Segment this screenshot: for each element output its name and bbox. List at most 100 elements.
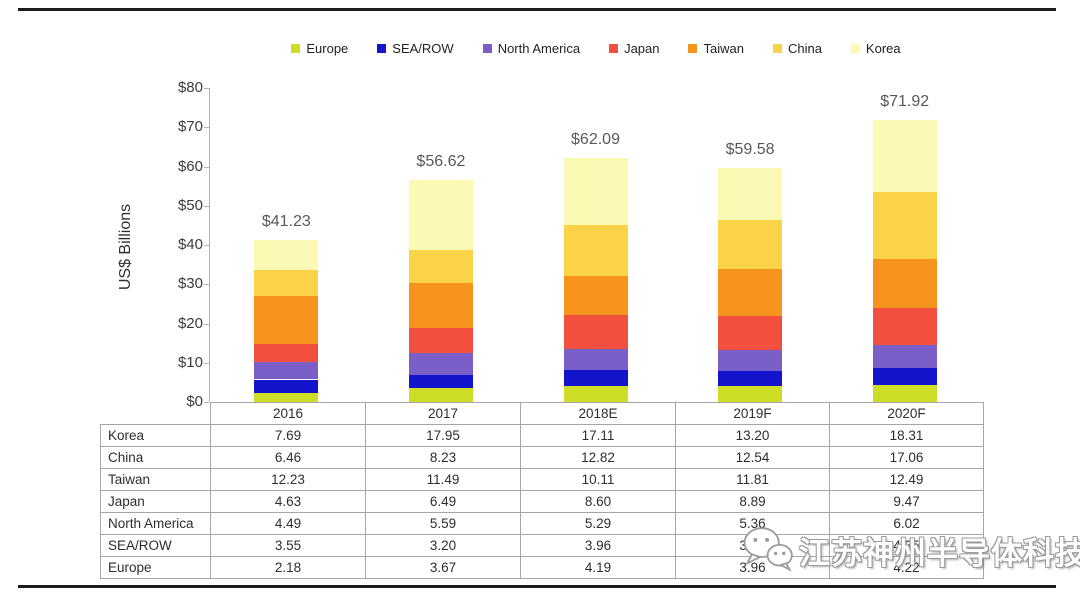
table-row-label: Korea: [100, 424, 211, 447]
legend-swatch: [291, 44, 301, 53]
table-cell: 17.06: [829, 446, 984, 469]
bar-segment-europe-2019F: [718, 386, 783, 402]
bar-total-label: $59.58: [725, 141, 775, 159]
table-cell: 4.63: [210, 490, 366, 513]
table-cell: 4.49: [210, 512, 366, 535]
table-cell: 6.46: [210, 446, 366, 469]
bar-segment-north-america-2017: [408, 353, 473, 376]
bar-segment-korea-2018E: [563, 158, 628, 226]
table-cell: 9.47: [829, 490, 984, 513]
bar-segment-korea-2016: [254, 240, 319, 271]
year-header-cell: 2019F: [675, 402, 830, 425]
legend-item-5: China: [772, 41, 822, 56]
bar-segment-japan-2018E: [563, 315, 628, 350]
bar-total-label: $56.62: [416, 152, 466, 170]
legend-item-4: Taiwan: [688, 41, 744, 56]
bar-segment-japan-2019F: [718, 315, 783, 351]
y-tick-mark: [204, 363, 209, 364]
bar-segment-china-2018E: [563, 225, 628, 276]
y-axis-title: US$ Billions: [117, 203, 134, 291]
y-tick-label: $0: [186, 393, 203, 410]
legend-label: Korea: [865, 41, 901, 56]
table-row: China 6.46 8.23 12.82 12.54 17.06: [100, 446, 984, 469]
bottom-border-line: [18, 585, 1056, 588]
year-header-cell: 2017: [365, 402, 521, 425]
y-tick-label: $30: [177, 275, 203, 293]
legend-swatch: [609, 44, 619, 53]
bar-segment-taiwan-2016: [254, 295, 319, 344]
table-row: Taiwan 12.23 11.49 10.11 11.81 12.49: [100, 468, 984, 491]
table-row: Europe 2.18 3.67 4.19 3.96 4.22: [100, 556, 984, 579]
y-tick-mark: [204, 206, 209, 207]
wechat-icon: [743, 527, 793, 572]
table-row-label: Europe: [100, 556, 211, 579]
bar-segment-sea-row-2018E: [563, 370, 628, 386]
y-tick-label: $20: [177, 314, 203, 332]
year-header-cell: 2020F: [829, 402, 984, 425]
bar-segment-china-2017: [408, 250, 473, 283]
bar-total-label: $62.09: [571, 131, 620, 149]
table-cell: 3.96: [520, 534, 676, 557]
table-cell: 3.67: [365, 556, 521, 579]
table-row-label: SEA/ROW: [100, 534, 211, 557]
bar-segment-europe-2017: [408, 387, 473, 402]
bar-segment-europe-2018E: [563, 385, 628, 402]
y-tick-mark: [204, 284, 209, 285]
year-header-cell: 2018E: [520, 402, 676, 425]
table-cell: 17.11: [520, 424, 676, 447]
bar-segment-europe-2016: [254, 393, 319, 402]
table-row-label: Taiwan: [100, 468, 211, 491]
legend-item-0: Europe: [291, 41, 348, 56]
bar-segment-china-2020F: [872, 191, 937, 259]
bar-segment-japan-2016: [254, 343, 319, 362]
bar-segment-taiwan-2017: [408, 282, 473, 328]
y-axis-line: [209, 88, 210, 402]
bar-segment-sea-row-2016: [254, 379, 319, 394]
data-table: 2016 2017 2018E 2019F 2020F Korea 7.69 17.95 17.…: [100, 402, 984, 579]
table-cell: 3.96: [675, 556, 830, 579]
table-cell: 4.19: [520, 556, 676, 579]
legend-label: Europe: [306, 41, 349, 56]
table-cell: 6.49: [365, 490, 521, 513]
bar-segment-japan-2020F: [872, 307, 937, 345]
table-cell: 12.82: [520, 446, 676, 469]
table-cell: 4.35: [829, 534, 984, 557]
bar-segment-korea-2019F: [718, 168, 783, 220]
bar-segment-korea-2017: [408, 179, 473, 251]
y-tick-label: $70: [177, 118, 203, 136]
bar-segment-north-america-2016: [254, 361, 319, 380]
y-tick-mark: [204, 245, 209, 246]
table-cell: 13.20: [675, 424, 830, 447]
y-tick-label: $40: [177, 236, 203, 253]
y-tick-mark: [204, 402, 209, 403]
y-tick-label: $50: [177, 196, 203, 214]
legend-item-1: SEA/ROW: [377, 41, 454, 56]
bar-segment-sea-row-2017: [408, 375, 473, 388]
watermark-text: 江苏神州半导体科技: [799, 536, 1080, 571]
table-cell: 11.81: [675, 468, 830, 491]
table-cell: 4.22: [829, 556, 984, 579]
table-cell: 7.69: [210, 424, 366, 447]
bar-segment-taiwan-2020F: [872, 258, 937, 308]
legend-item-3: Japan: [609, 41, 659, 56]
legend-label: Taiwan: [703, 41, 744, 56]
legend-label: SEA/ROW: [392, 41, 454, 56]
table-row-label: Japan: [100, 490, 211, 513]
table-cell: 5.59: [365, 512, 521, 535]
table-row-label: China: [100, 446, 211, 469]
table-row-label: North America: [100, 512, 211, 535]
table-cell: 3.20: [365, 534, 521, 557]
table-cell: 12.54: [675, 446, 830, 469]
y-tick-mark: [204, 167, 209, 168]
table-row: Japan 4.63 6.49 8.60 8.89 9.47: [100, 490, 984, 513]
bar-segment-europe-2020F: [872, 385, 937, 402]
table-cell: 3.55: [210, 534, 366, 557]
legend-swatch: [772, 44, 782, 53]
legend-label: Japan: [624, 41, 660, 56]
table-cell: 5.36: [675, 512, 830, 535]
table-row: Korea 7.69 17.95 17.11 13.20 18.31: [100, 424, 984, 447]
y-tick-mark: [204, 324, 209, 325]
top-border-line: [18, 8, 1056, 11]
